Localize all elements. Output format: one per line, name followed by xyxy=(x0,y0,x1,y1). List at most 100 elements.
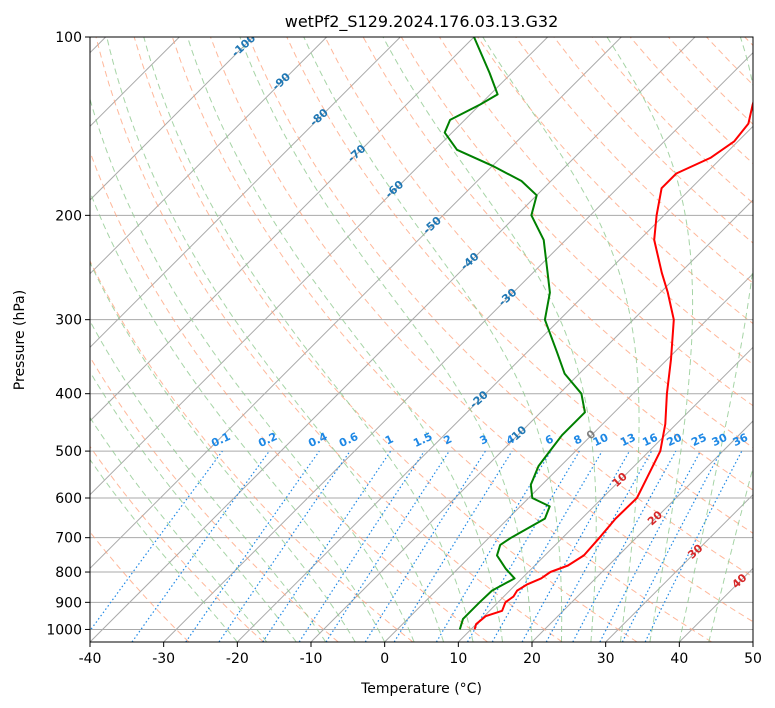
x-tick-label: 0 xyxy=(380,651,389,667)
dry-adiabat-line xyxy=(90,356,339,642)
mixing-ratio-label: 2 xyxy=(442,432,454,447)
x-tick-label: 10 xyxy=(449,651,467,667)
dry-adiabat-line xyxy=(744,37,753,47)
moist-adiabat-line xyxy=(90,416,268,642)
mixing-ratio-label: 20 xyxy=(665,431,685,449)
background-lines xyxy=(90,37,753,642)
moist-adiabat-line xyxy=(90,458,238,642)
moist-adiabat-line xyxy=(90,370,297,642)
dry-adiabat-line xyxy=(90,150,488,642)
x-axis-title: Temperature (°C) xyxy=(360,681,482,697)
isotherm-line xyxy=(163,51,753,642)
x-tick-label: 20 xyxy=(523,651,541,667)
plot-frame xyxy=(89,36,754,643)
dry-adiabat-line xyxy=(324,37,753,491)
moist-adiabat-line xyxy=(90,320,327,642)
moist-adiabat-line xyxy=(708,465,753,642)
moist-adiabat-line xyxy=(303,37,563,642)
dry-adiabat-line xyxy=(515,37,753,284)
mixing-ratio-label: 16 xyxy=(640,431,660,449)
x-tick-label: -30 xyxy=(152,651,175,667)
isotherm-line xyxy=(90,37,549,496)
isotherm-line xyxy=(236,125,753,642)
mixing-ratio-label: 8 xyxy=(572,432,584,447)
mixing-ratio-label: 0.4 xyxy=(306,430,329,450)
chart-title: wetPf2_S129.2024.176.03.13.G32 xyxy=(285,12,559,32)
isotherm-line xyxy=(90,37,328,275)
moist-adiabat-line xyxy=(382,37,597,642)
y-axis-title: Pressure (hPa) xyxy=(12,290,28,390)
mixing-ratio-line xyxy=(218,450,351,642)
mixing-ratio-label: 36 xyxy=(731,431,751,449)
isotherm-line xyxy=(457,346,753,642)
dewpoint-profile-line xyxy=(443,37,586,630)
mixing-ratio-label: 1.5 xyxy=(411,430,434,450)
isotherm-line xyxy=(90,37,696,642)
y-tick-label: 900 xyxy=(55,595,82,611)
mixing-ratio-line xyxy=(262,450,392,642)
isotherm-line xyxy=(90,37,475,422)
isotherm-line xyxy=(90,37,401,349)
mixing-ratio-label: 30 xyxy=(710,431,730,449)
mixing-ratio-label: 13 xyxy=(618,431,637,449)
y-tick-label: 600 xyxy=(55,491,82,507)
moist-adiabat-line xyxy=(482,37,640,642)
isotherm-line xyxy=(752,641,753,642)
moist-adiabat-line xyxy=(90,190,386,642)
moist-adiabat-line xyxy=(239,37,533,642)
dry-adiabat-line xyxy=(591,37,753,204)
dry-adiabat-line xyxy=(95,37,563,642)
x-tick-label: -10 xyxy=(300,651,323,667)
isotherm-label: -100 xyxy=(229,31,258,59)
dry-adiabat-line xyxy=(706,37,753,86)
line-labels: 0.1 0.2 0.4 0.6 1 1.5 2 3 4 6 8 10 13 16 20 25 30 36-100-… xyxy=(209,31,751,591)
mixing-ratio-line xyxy=(298,450,425,642)
profile-lines xyxy=(443,37,753,630)
mixing-ratio-line xyxy=(545,450,653,642)
mixing-ratio-line xyxy=(521,450,631,642)
mixing-ratio-line xyxy=(90,450,223,632)
temperature-profile-line xyxy=(473,99,753,630)
dry-adiabat-line xyxy=(171,37,712,642)
isotherm-line xyxy=(384,272,753,642)
dry-adiabat-line xyxy=(90,531,190,642)
moist-adiabat-line xyxy=(90,97,415,642)
x-tick-label: -40 xyxy=(79,651,102,667)
mixing-ratio-line xyxy=(325,450,450,642)
x-tick-label: 50 xyxy=(744,651,762,667)
mixing-ratio-label: 10 xyxy=(591,431,611,449)
dry-adiabat-line xyxy=(210,37,753,623)
x-tick-label: 30 xyxy=(597,651,615,667)
mixing-ratio-label: 25 xyxy=(689,431,708,449)
mixing-ratio-label: 0.2 xyxy=(256,430,279,450)
axes: -40 -30 -20 -10 0 10 20 30 40 5010020030040050060… xyxy=(46,30,762,667)
mixing-ratio-line xyxy=(185,450,320,642)
y-tick-label: 800 xyxy=(55,565,82,581)
isotherm-line xyxy=(90,37,622,570)
y-tick-label: 1000 xyxy=(46,622,82,638)
y-tick-label: 400 xyxy=(55,387,82,403)
y-tick-label: 300 xyxy=(55,313,82,329)
isotherm-line xyxy=(605,493,753,642)
moist-adiabat-line xyxy=(106,37,445,642)
moist-adiabat-line xyxy=(187,37,503,642)
dry-adiabat-line xyxy=(668,37,753,125)
moist-adiabat-line xyxy=(143,37,474,642)
x-tick-label: 40 xyxy=(670,651,688,667)
moist-adiabat-line xyxy=(90,261,356,642)
isotherm-line xyxy=(531,420,753,642)
y-tick-label: 700 xyxy=(55,531,82,547)
moist-adiabat-line xyxy=(606,37,694,642)
mixing-ratio-line xyxy=(131,450,270,642)
y-tick-label: 100 xyxy=(55,30,82,46)
isotherm-line xyxy=(310,199,753,642)
isotherm-line xyxy=(90,37,254,201)
mixing-ratio-line xyxy=(572,450,677,642)
x-tick-label: -20 xyxy=(226,651,249,667)
moist-adiabat-line xyxy=(678,37,753,642)
mixing-ratio-line xyxy=(466,450,580,642)
dry-adiabat-line xyxy=(90,445,264,642)
mixing-ratio-label: 0.1 xyxy=(209,430,232,450)
y-tick-label: 500 xyxy=(55,444,82,460)
